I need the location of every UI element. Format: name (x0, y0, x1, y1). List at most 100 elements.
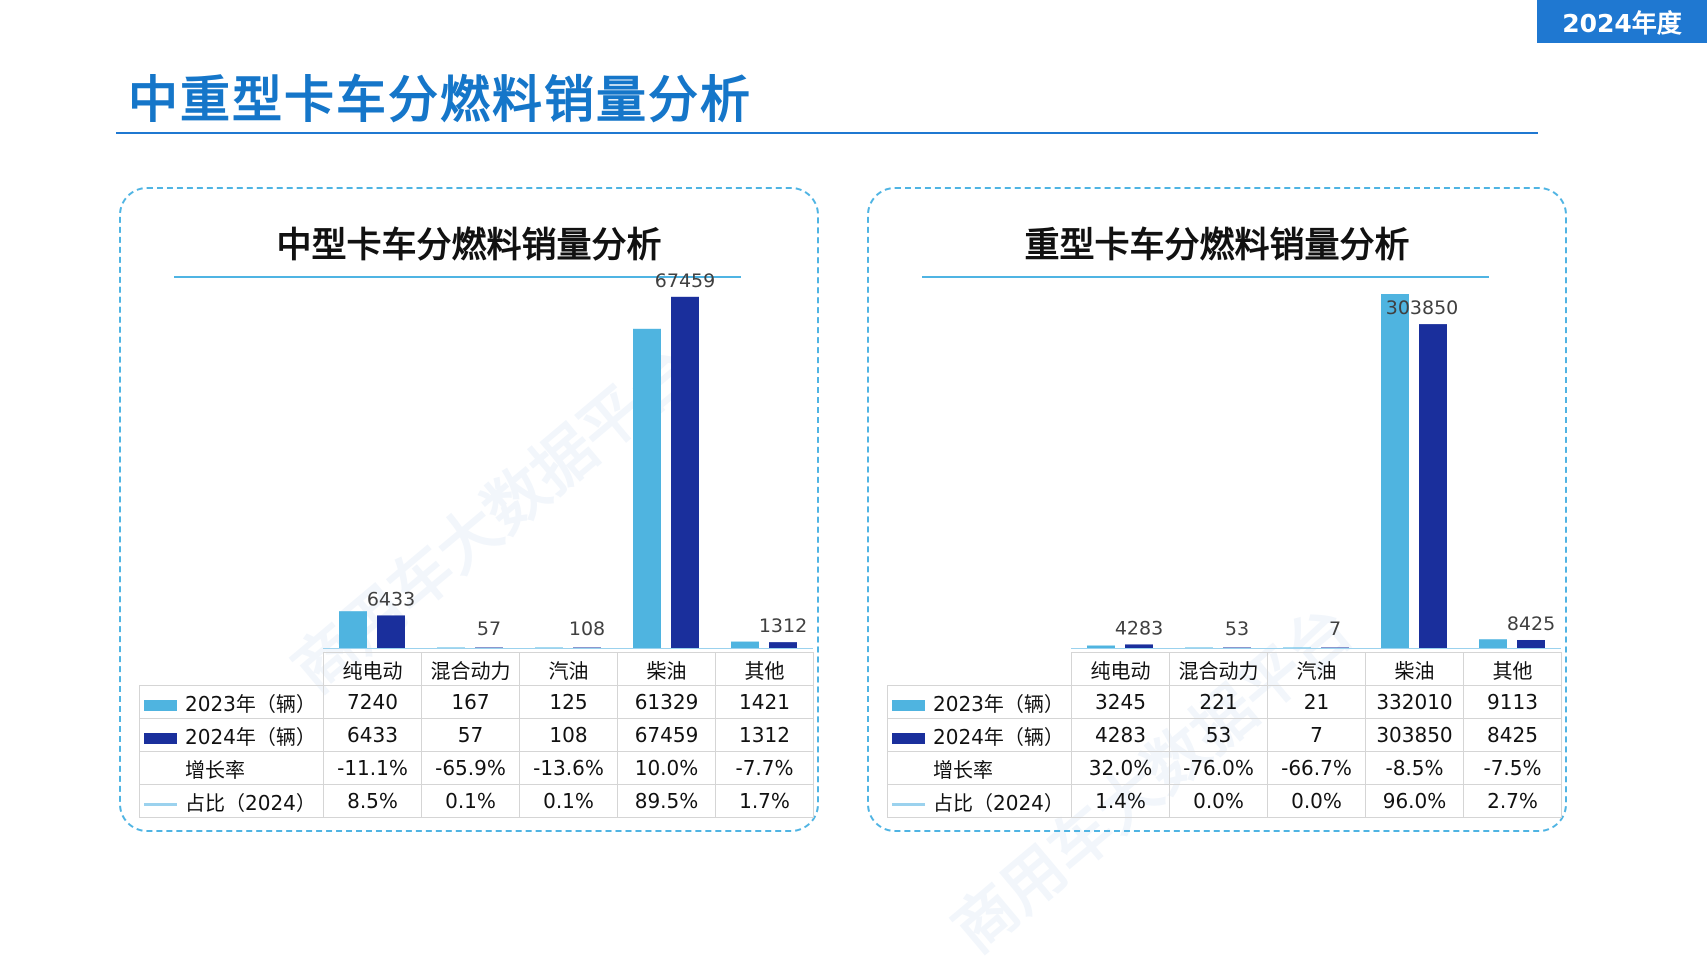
row-label-2024: 2024年（辆） (139, 718, 324, 752)
table-cell: 303850 (1365, 718, 1464, 752)
category-label: 柴油 (617, 652, 716, 686)
row-label-share: 占比（2024） (887, 784, 1072, 818)
table-cell: 0.1% (519, 784, 618, 818)
table-cell: -66.7% (1267, 751, 1366, 785)
heavy-truck-data-table: 纯电动 混合动力 汽油 柴油 其他 2023年（辆） 3245 221 21 3… (887, 652, 1562, 818)
table-cell: 6433 (323, 718, 422, 752)
table-cell: -13.6% (519, 751, 618, 785)
table-cell: 7 (1267, 718, 1366, 752)
heavy-truck-title-divider (922, 276, 1489, 278)
table-cell: 7240 (323, 685, 422, 719)
table-cell: 0.0% (1169, 784, 1268, 818)
category-label: 纯电动 (323, 652, 422, 686)
title-divider (116, 132, 1538, 134)
medium-truck-title-divider (174, 276, 741, 278)
table-cell: -76.0% (1169, 751, 1268, 785)
table-cell: 53 (1169, 718, 1268, 752)
table-cell: 67459 (617, 718, 716, 752)
legend-swatch-2024 (144, 732, 177, 744)
table-cell: 96.0% (1365, 784, 1464, 818)
category-label: 汽油 (1267, 652, 1366, 686)
table-corner (139, 652, 324, 686)
data-label: 4283 (1115, 617, 1163, 639)
row-2024: 2024年（辆） 4283 53 7 303850 8425 (887, 718, 1562, 752)
bar-2023-4 (731, 641, 759, 649)
table-cell: 9113 (1463, 685, 1562, 719)
bar-2024-0 (377, 615, 405, 649)
bar-2024-3 (1419, 324, 1447, 649)
heavy-truck-chart-title: 重型卡车分燃料销量分析 (1024, 226, 1410, 266)
data-label: 6433 (367, 588, 415, 610)
table-cell: -11.1% (323, 751, 422, 785)
medium-truck-bar-chart: 6433 57 108 67459 1312 (323, 270, 813, 649)
table-cell: 4283 (1071, 718, 1170, 752)
table-cell: 1421 (715, 685, 814, 719)
table-cell: 2.7% (1463, 784, 1562, 818)
row-growth: 增长率 32.0% -76.0% -66.7% -8.5% -7.5% (887, 751, 1562, 785)
table-cell: 108 (519, 718, 618, 752)
row-label-2023: 2023年（辆） (139, 685, 324, 719)
category-label: 其他 (1463, 652, 1562, 686)
row-label-text: 2024年（辆） (185, 724, 316, 749)
data-label: 67459 (655, 270, 715, 292)
row-growth: 增长率 -11.1% -65.9% -13.6% 10.0% -7.7% (139, 751, 814, 785)
category-label: 混合动力 (1169, 652, 1268, 686)
medium-truck-data-table: 纯电动 混合动力 汽油 柴油 其他 2023年（辆） 7240 167 125 … (139, 652, 814, 818)
category-label: 柴油 (1365, 652, 1464, 686)
bar-2024-4 (1517, 639, 1545, 649)
bar-2024-0 (1125, 644, 1153, 649)
table-cell: -7.5% (1463, 751, 1562, 785)
category-label: 混合动力 (421, 652, 520, 686)
table-cell: 1312 (715, 718, 814, 752)
row-label-growth: 增长率 (887, 751, 1072, 785)
legend-swatch-2023 (144, 699, 177, 711)
bar-2024-3 (671, 296, 699, 649)
category-label: 纯电动 (1071, 652, 1170, 686)
table-cell: 167 (421, 685, 520, 719)
bar-2024-4 (769, 642, 797, 649)
table-cell: 21 (1267, 685, 1366, 719)
table-cell: 8425 (1463, 718, 1562, 752)
table-cell: 10.0% (617, 751, 716, 785)
bar-2023-0 (1087, 645, 1115, 649)
data-label: 7 (1329, 618, 1341, 640)
table-cell: 332010 (1365, 685, 1464, 719)
table-cell: -65.9% (421, 751, 520, 785)
row-label-text: 增长率 (933, 757, 993, 782)
bar-2023-0 (339, 611, 367, 649)
table-cell: 61329 (617, 685, 716, 719)
table-cell: -8.5% (1365, 751, 1464, 785)
category-header-row: 纯电动 混合动力 汽油 柴油 其他 (887, 652, 1562, 686)
row-label-text: 2024年（辆） (933, 724, 1064, 749)
legend-swatch-share (144, 802, 177, 806)
row-2024: 2024年（辆） 6433 57 108 67459 1312 (139, 718, 814, 752)
row-label-text: 2023年（辆） (933, 691, 1064, 716)
table-corner (887, 652, 1072, 686)
data-label: 53 (1225, 618, 1249, 640)
legend-swatch-share (892, 802, 925, 806)
medium-truck-panel: 中型卡车分燃料销量分析 6433 57 108 67459 1312 纯电动 混合动力 … (119, 187, 819, 832)
heavy-truck-panel: 重型卡车分燃料销量分析 4283 53 7 303850 8425 纯电动 混合动力 汽… (867, 187, 1567, 832)
row-label-text: 占比（2024） (185, 790, 316, 815)
bar-2023-4 (1479, 639, 1507, 649)
category-header-row: 纯电动 混合动力 汽油 柴油 其他 (139, 652, 814, 686)
table-cell: -7.7% (715, 751, 814, 785)
table-cell: 1.7% (715, 784, 814, 818)
row-label-2024: 2024年（辆） (887, 718, 1072, 752)
row-share: 占比（2024） 8.5% 0.1% 0.1% 89.5% 1.7% (139, 784, 814, 818)
data-label: 108 (569, 618, 605, 640)
table-cell: 89.5% (617, 784, 716, 818)
page-title: 中重型卡车分燃料销量分析 (128, 71, 752, 129)
data-label: 303850 (1386, 297, 1459, 319)
category-label: 汽油 (519, 652, 618, 686)
table-cell: 1.4% (1071, 784, 1170, 818)
table-cell: 32.0% (1071, 751, 1170, 785)
medium-truck-chart-title: 中型卡车分燃料销量分析 (276, 226, 662, 266)
bar-2023-3 (1381, 294, 1409, 649)
legend-swatch-2023 (892, 699, 925, 711)
row-label-share: 占比（2024） (139, 784, 324, 818)
data-label: 1312 (759, 615, 807, 637)
data-label: 57 (477, 618, 501, 640)
table-cell: 8.5% (323, 784, 422, 818)
table-cell: 125 (519, 685, 618, 719)
